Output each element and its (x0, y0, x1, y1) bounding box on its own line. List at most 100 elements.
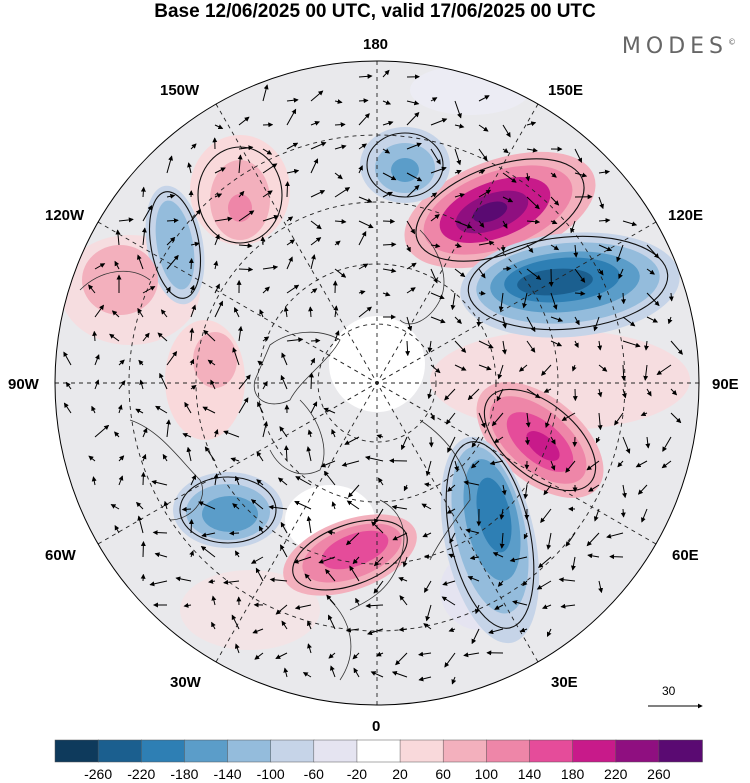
wind-vector (646, 268, 655, 275)
wind-vector (203, 329, 216, 342)
wind-vector (140, 540, 146, 558)
wind-vector (118, 380, 126, 390)
wind-vector (294, 500, 312, 510)
wind-vector (334, 99, 343, 105)
wind-vector (620, 292, 626, 305)
wind-vector (418, 676, 432, 682)
wind-vector (454, 268, 466, 278)
colorbar-swatch (313, 739, 358, 763)
wind-vector (478, 290, 486, 296)
wind-vector (94, 354, 100, 366)
wind-vector (318, 556, 336, 564)
wind-vector (310, 254, 316, 270)
wind-vector (518, 364, 528, 372)
wind-vector (165, 419, 171, 438)
wind-vector (550, 316, 564, 322)
wind-vector (331, 428, 336, 438)
wind-vector (454, 243, 462, 248)
wind-vector (454, 100, 462, 119)
vector-scale-label: 30 (662, 684, 676, 698)
wind-vector (229, 530, 240, 536)
wind-vector (428, 436, 434, 448)
colorbar-swatch (486, 739, 531, 763)
wind-vector (371, 521, 384, 534)
wind-vector (151, 479, 168, 486)
wind-vector (202, 406, 216, 414)
meridians (55, 61, 699, 705)
wind-vector (188, 257, 194, 270)
wind-vector (454, 169, 462, 175)
wind-vector (286, 256, 293, 270)
wind-vector (184, 401, 192, 414)
wind-vector (358, 196, 373, 203)
wind-vector (286, 97, 299, 103)
wind-vector (256, 479, 264, 486)
wind-vector (478, 412, 486, 429)
wind-vector (238, 145, 254, 151)
colorbar-swatch (442, 739, 488, 763)
wind-vector (427, 388, 433, 400)
wind-vector (262, 163, 278, 174)
wind-vector (162, 453, 168, 462)
wind-vector (353, 667, 360, 678)
wind-vector (257, 360, 264, 366)
wind-vector (406, 172, 423, 182)
wind-vector (188, 518, 194, 534)
wind-vector (502, 220, 508, 229)
wind-vector (382, 120, 394, 126)
wind-vector (597, 412, 603, 431)
wind-vector (491, 412, 504, 427)
wind-vector (448, 627, 456, 633)
colorbar-swatch (97, 739, 143, 763)
wind-vector (281, 352, 288, 366)
wind-vector (334, 268, 347, 278)
wind-vector (166, 351, 178, 366)
colorbar-swatch (141, 739, 186, 763)
wind-vector (310, 190, 326, 198)
wind-vector (493, 436, 504, 444)
wind-vector (565, 532, 576, 547)
map-title: Base 12/06/2025 00 UTC, valid 17/06/2025… (154, 1, 596, 22)
wind-vector (423, 554, 432, 560)
wind-vector (422, 532, 432, 538)
wind-vector (94, 263, 106, 270)
wind-vector (496, 388, 504, 402)
wind-vector (328, 614, 336, 630)
wind-vector (595, 436, 601, 444)
wind-vector (447, 436, 456, 453)
colorbar-swatch (227, 739, 272, 763)
wind-vector (454, 316, 462, 324)
wind-vector (252, 628, 264, 634)
wind-vector (550, 436, 556, 445)
colorbar-tick-label: 140 (517, 766, 542, 782)
wind-vector (238, 210, 255, 222)
wind-vector (323, 407, 336, 414)
wind-vector (545, 412, 552, 428)
wind-vector (283, 667, 289, 678)
wind-vector (454, 460, 459, 472)
wind-vector (358, 220, 374, 229)
wind-vector (211, 621, 216, 630)
wind-vector (470, 460, 480, 469)
colorbar-tick-label: 100 (474, 766, 499, 782)
wind-vector (159, 372, 168, 390)
wind-vector (543, 484, 552, 496)
wind-vector (478, 364, 492, 371)
wind-vector (210, 379, 216, 390)
wind-vector (550, 292, 558, 310)
wind-vector (523, 532, 529, 540)
wind-vector (670, 388, 678, 396)
wind-vector (165, 286, 171, 294)
wind-vector (430, 243, 441, 249)
wind-vector (190, 304, 197, 318)
wind-vector (522, 580, 528, 587)
wind-vector (364, 455, 384, 462)
wind-vector (454, 340, 467, 353)
wind-vector (478, 95, 490, 102)
wind-vector (398, 626, 408, 632)
wind-vector (621, 388, 627, 399)
colorbar-tick-label: 220 (604, 766, 628, 782)
lon-label-150w: 150W (160, 82, 200, 99)
wind-vector (469, 555, 480, 561)
wind-vector (259, 309, 264, 318)
